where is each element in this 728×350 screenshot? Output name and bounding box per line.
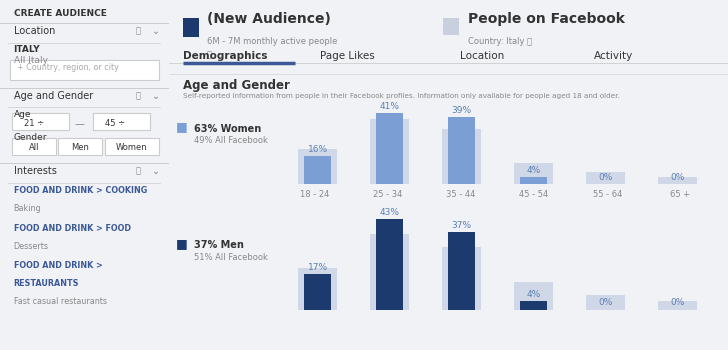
Bar: [304, 156, 331, 184]
Text: Interests: Interests: [14, 166, 56, 176]
Text: Gender: Gender: [14, 133, 47, 142]
Bar: [514, 163, 553, 184]
Text: 18 - 24: 18 - 24: [300, 190, 329, 199]
Text: 43%: 43%: [379, 208, 400, 217]
Text: 51% All Facebook: 51% All Facebook: [194, 253, 268, 262]
FancyBboxPatch shape: [58, 138, 102, 155]
Text: All Italy: All Italy: [14, 56, 47, 65]
Text: ⌄: ⌄: [152, 91, 160, 101]
Text: 6M - 7M monthly active people: 6M - 7M monthly active people: [207, 37, 337, 47]
Bar: [370, 234, 409, 310]
Bar: [520, 301, 547, 310]
Text: 17%: 17%: [307, 262, 328, 272]
FancyBboxPatch shape: [93, 113, 150, 130]
Text: 35 - 44: 35 - 44: [446, 190, 475, 199]
Text: Age: Age: [14, 110, 31, 119]
Text: 45 - 54: 45 - 54: [520, 190, 549, 199]
Text: 63% Women: 63% Women: [194, 124, 261, 134]
Text: 0%: 0%: [598, 173, 613, 182]
Text: Women: Women: [116, 144, 148, 153]
Text: 4%: 4%: [526, 166, 541, 175]
Bar: [657, 177, 697, 184]
FancyBboxPatch shape: [12, 113, 69, 130]
Text: FOOD AND DRINK >: FOOD AND DRINK >: [14, 261, 102, 270]
Text: All: All: [28, 144, 39, 153]
FancyBboxPatch shape: [12, 138, 56, 155]
Text: RESTAURANTS: RESTAURANTS: [14, 279, 79, 288]
Text: 41%: 41%: [379, 103, 400, 111]
Text: 0%: 0%: [670, 173, 684, 182]
Text: Demographics: Demographics: [183, 51, 267, 61]
Text: Baking: Baking: [14, 204, 41, 214]
FancyBboxPatch shape: [105, 138, 159, 155]
Text: 65 +: 65 +: [670, 190, 691, 199]
Bar: [657, 301, 697, 310]
Text: 55 - 64: 55 - 64: [593, 190, 622, 199]
FancyBboxPatch shape: [183, 18, 199, 37]
Text: ■: ■: [176, 120, 188, 133]
Text: ⛯: ⛯: [135, 26, 140, 35]
Text: 16%: 16%: [307, 145, 328, 154]
Text: Location: Location: [14, 26, 55, 36]
Text: Age and Gender: Age and Gender: [183, 79, 290, 92]
Text: 49% All Facebook: 49% All Facebook: [194, 136, 268, 145]
Text: ⌄: ⌄: [152, 166, 160, 176]
Bar: [514, 282, 553, 310]
Text: Fast casual restaurants: Fast casual restaurants: [14, 297, 106, 306]
Text: 25 - 34: 25 - 34: [373, 190, 403, 199]
Text: ⓘ: ⓘ: [207, 51, 212, 60]
Text: CREATE AUDIENCE: CREATE AUDIENCE: [14, 9, 106, 18]
Text: Men: Men: [71, 144, 89, 153]
Text: 21 ÷: 21 ÷: [23, 119, 44, 128]
Text: Age and Gender: Age and Gender: [14, 91, 92, 101]
Text: FOOD AND DRINK > COOKING: FOOD AND DRINK > COOKING: [14, 186, 147, 195]
Bar: [448, 117, 475, 184]
Text: ITALY: ITALY: [14, 46, 40, 55]
Bar: [586, 172, 625, 184]
Text: 4%: 4%: [526, 290, 541, 299]
Bar: [298, 268, 337, 310]
Text: Country: Italy ⓘ: Country: Italy ⓘ: [468, 37, 532, 47]
Text: Activity: Activity: [594, 51, 633, 61]
Text: Location: Location: [459, 51, 504, 61]
Text: + Country, region, or city: + Country, region, or city: [17, 63, 119, 72]
Bar: [304, 274, 331, 310]
Text: —: —: [74, 119, 84, 129]
Text: 45 ÷: 45 ÷: [105, 119, 124, 128]
Bar: [370, 119, 409, 184]
Bar: [448, 232, 475, 310]
Bar: [376, 113, 403, 184]
Text: Page Likes: Page Likes: [320, 51, 375, 61]
Text: (New Audience): (New Audience): [207, 12, 331, 26]
Bar: [298, 149, 337, 184]
Text: 37%: 37%: [451, 220, 472, 230]
FancyBboxPatch shape: [443, 18, 459, 35]
Bar: [586, 295, 625, 310]
FancyBboxPatch shape: [10, 60, 159, 80]
Text: People on Facebook: People on Facebook: [468, 12, 625, 26]
Bar: [376, 219, 403, 310]
Text: 37% Men: 37% Men: [194, 240, 245, 251]
Bar: [442, 129, 481, 184]
Text: 0%: 0%: [670, 298, 684, 307]
Text: ⛯: ⛯: [135, 166, 140, 175]
Text: 39%: 39%: [451, 106, 472, 115]
Text: ■: ■: [176, 237, 188, 250]
Bar: [442, 247, 481, 310]
Text: ⌄: ⌄: [152, 26, 160, 36]
Text: FOOD AND DRINK > FOOD: FOOD AND DRINK > FOOD: [14, 224, 130, 233]
Bar: [520, 177, 547, 184]
Text: Desserts: Desserts: [14, 242, 49, 251]
Text: Self-reported information from people in their Facebook profiles. Information on: Self-reported information from people in…: [183, 93, 620, 99]
Text: 0%: 0%: [598, 298, 613, 307]
Text: ⛯: ⛯: [135, 91, 140, 100]
